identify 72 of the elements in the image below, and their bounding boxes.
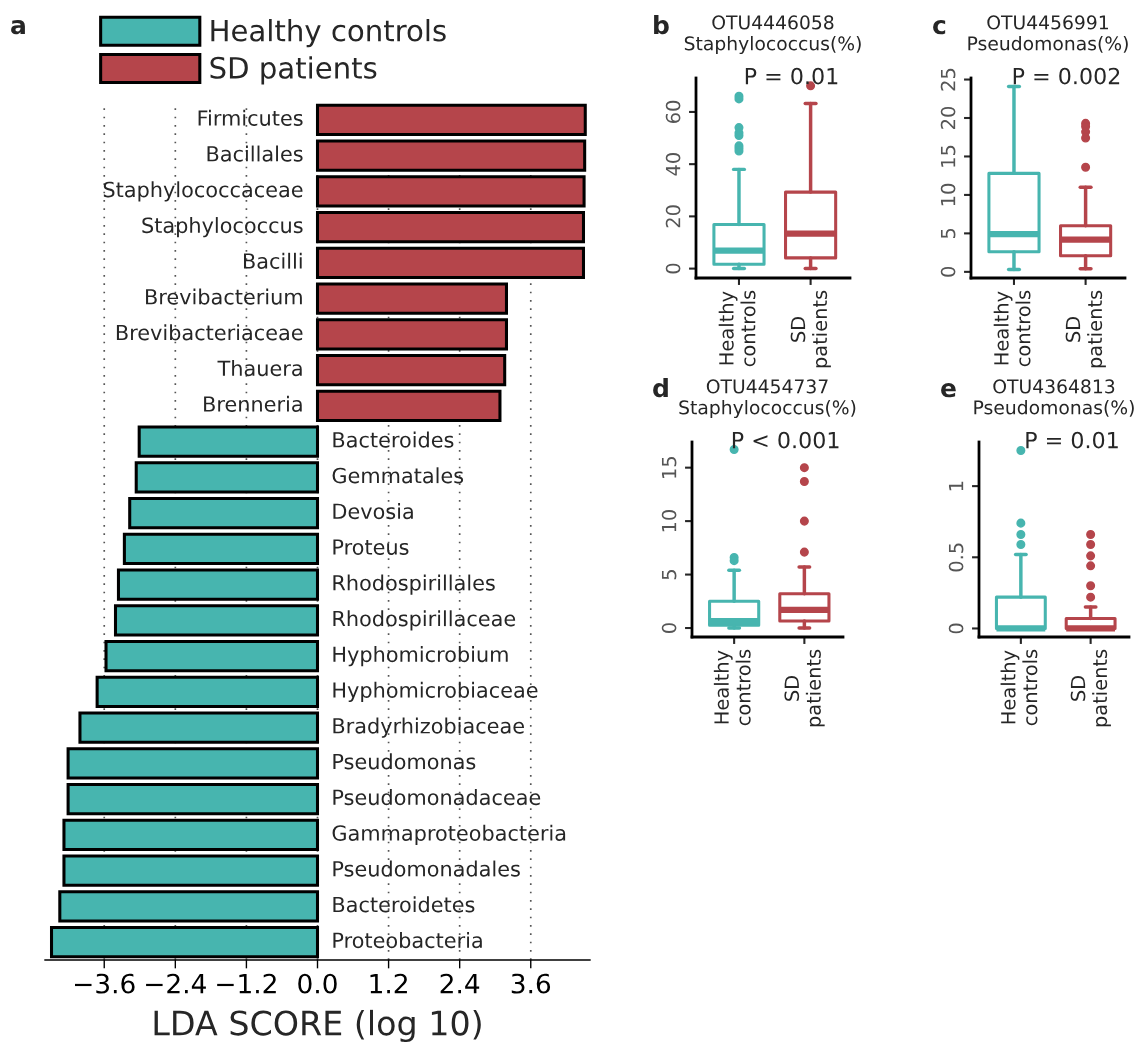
x-tick-label: Healthy controls bbox=[713, 649, 751, 726]
y-tick-label: Hyphomicrobium bbox=[333, 646, 508, 667]
y-tick-label: 5 bbox=[661, 570, 677, 580]
x-tick-label: Healthy controls bbox=[718, 290, 756, 367]
y-tick-label: Pseudomonas bbox=[333, 753, 476, 770]
y-tick-label: Bradyrhizobiaceae bbox=[333, 717, 524, 738]
y-tick-label: Bacillales bbox=[207, 145, 303, 162]
text: d bbox=[653, 378, 668, 398]
text: a bbox=[11, 20, 25, 35]
y-tick-label: 0.5 bbox=[948, 543, 964, 572]
y-tick-label: 40 bbox=[665, 153, 681, 176]
x-tick-label: Healthy controls bbox=[993, 290, 1031, 367]
y-tick-label: Rhodospirillales bbox=[333, 574, 495, 595]
y-tick-label: 15 bbox=[940, 145, 956, 167]
y-tick-label: 0 bbox=[948, 623, 964, 634]
y-tick-label: Pseudomonadales bbox=[333, 860, 520, 877]
x-tick-label: SD patients bbox=[784, 649, 825, 727]
y-tick-label: 10 bbox=[940, 183, 956, 206]
y-tick-label: Brevibacterium bbox=[146, 288, 302, 305]
y-tick-label: Bacteroidetes bbox=[333, 896, 475, 913]
x-tick-label: 0.0 bbox=[298, 973, 337, 994]
y-tick-label: Thauera bbox=[217, 360, 302, 377]
x-tick-label: −3.6 bbox=[74, 973, 135, 994]
chart-title: OTU4456991 Pseudomonas(%) bbox=[968, 15, 1128, 53]
x-tick-label: 3.6 bbox=[511, 973, 551, 994]
chart-title: OTU4446058 Staphylococcus(%) bbox=[684, 15, 861, 55]
y-tick-label: Bacilli bbox=[243, 252, 302, 269]
annotation: P = 0.01 bbox=[1026, 431, 1118, 449]
y-tick-label: Proteobacteria bbox=[333, 932, 482, 949]
legend-label: Healthy controls bbox=[211, 19, 446, 48]
y-tick-label: Gammaproteobacteria bbox=[332, 824, 566, 845]
x-tick-label: SD patients bbox=[1065, 290, 1106, 368]
text: c bbox=[933, 20, 946, 35]
y-tick-label: Proteus bbox=[333, 539, 409, 555]
y-tick-label: 20 bbox=[665, 205, 681, 228]
annotation: P < 0.001 bbox=[732, 431, 839, 449]
y-tick-label: 1 bbox=[948, 481, 964, 491]
y-tick-label: 10 bbox=[661, 510, 677, 532]
y-tick-label: Staphylococcus bbox=[142, 217, 303, 238]
y-tick-label: Rhodospirillaceae bbox=[333, 610, 516, 631]
y-tick-label: 0 bbox=[665, 263, 681, 274]
y-tick-label: 0 bbox=[940, 266, 956, 277]
y-tick-label: Brevibacteriaceae bbox=[116, 324, 303, 341]
text: b bbox=[654, 15, 669, 35]
y-tick-label: Staphylococcaceae bbox=[103, 181, 303, 202]
x-tick-label: 2.4 bbox=[440, 973, 480, 994]
chart-title: OTU4364813 Pseudomonas(%) bbox=[974, 379, 1134, 417]
x-tick-label: SD patients bbox=[1070, 649, 1111, 727]
text: e bbox=[941, 383, 956, 398]
y-tick-label: Bacteroides bbox=[333, 431, 454, 448]
x-tick-label: −1.2 bbox=[217, 973, 276, 994]
chart-title: OTU4454737 Staphylococcus(%) bbox=[679, 379, 856, 419]
y-tick-label: Hyphomicrobiaceae bbox=[333, 681, 538, 702]
y-tick-label: 15 bbox=[661, 456, 677, 478]
x-axis-title: LDA SCORE (log 10) bbox=[154, 1009, 481, 1043]
x-tick-label: Healthy controls bbox=[1000, 649, 1038, 726]
y-tick-label: 60 bbox=[665, 100, 681, 123]
x-tick-label: 1.2 bbox=[370, 973, 407, 994]
y-tick-label: Pseudomonadaceae bbox=[333, 789, 541, 806]
y-tick-label: Brenneria bbox=[204, 395, 302, 412]
y-tick-label: 20 bbox=[940, 106, 956, 129]
y-tick-label: 5 bbox=[940, 228, 956, 239]
y-tick-label: Firmicutes bbox=[198, 109, 303, 126]
y-tick-label: Devosia bbox=[333, 503, 413, 520]
annotation: P = 0.01 bbox=[745, 67, 838, 85]
annotation: P = 0.002 bbox=[1013, 67, 1120, 85]
y-tick-label: 0 bbox=[661, 623, 677, 633]
y-tick-label: Gemmatales bbox=[332, 467, 464, 484]
x-tick-label: SD patients bbox=[790, 290, 831, 368]
x-tick-label: −2.4 bbox=[146, 973, 206, 994]
y-tick-label: 25 bbox=[940, 68, 956, 91]
legend-label: SD patients bbox=[210, 56, 377, 85]
